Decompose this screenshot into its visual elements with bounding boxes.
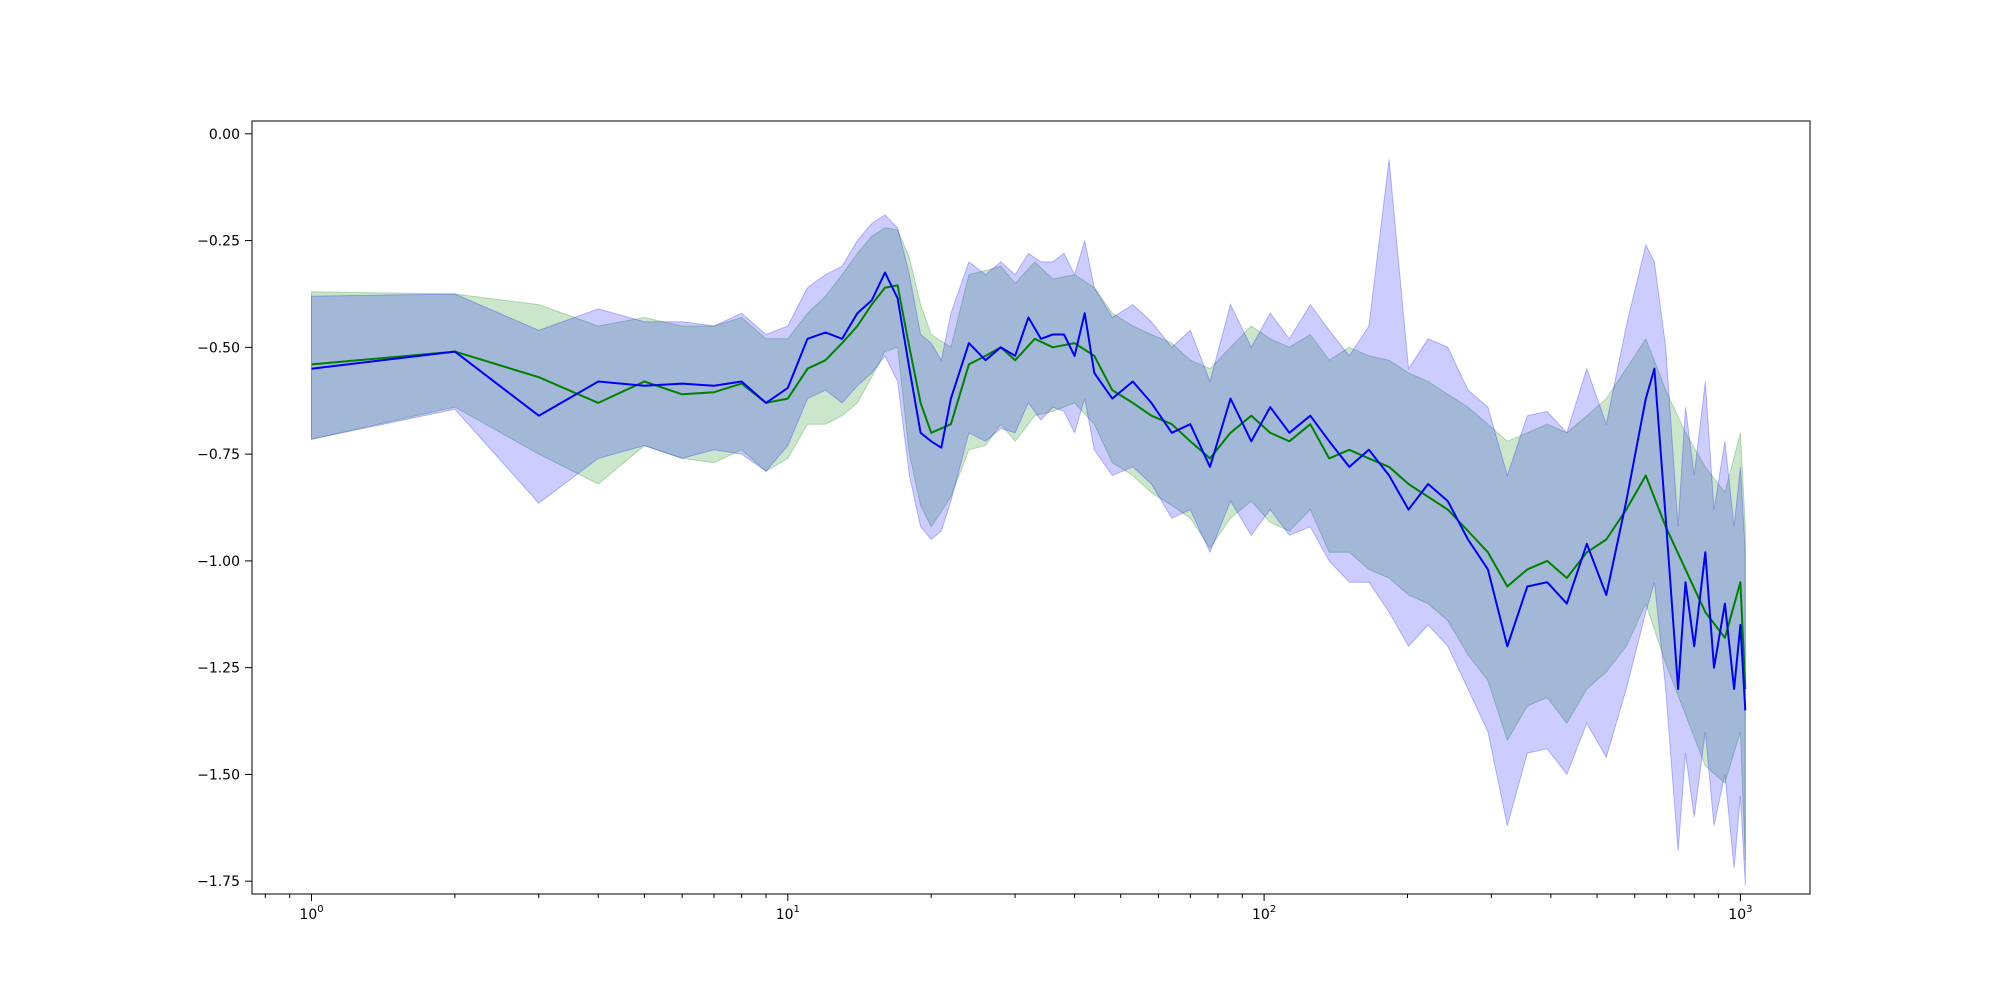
y-tick-label: −1.00 (197, 554, 240, 570)
x-axis: 100 101 102 103 (264, 894, 1753, 923)
confidence-band-2 (311, 159, 1746, 886)
y-tick-label: −1.75 (197, 874, 240, 890)
confidence-bands (311, 159, 1746, 886)
x-tick-label: 101 (776, 904, 800, 923)
series-line-1 (311, 284, 1747, 690)
y-tick-label: −0.75 (197, 447, 240, 463)
y-tick-label: −0.25 (197, 234, 240, 250)
series-line-2 (311, 271, 1747, 711)
confidence-band-1 (311, 227, 1746, 860)
plot-frame (251, 120, 1811, 895)
series-lines (311, 271, 1747, 711)
x-tick-label: 102 (1252, 904, 1276, 923)
y-tick-label: 0.00 (209, 127, 240, 143)
y-tick-label: −0.50 (197, 340, 240, 356)
y-tick-label: −1.25 (197, 661, 240, 677)
y-axis: 0.00 −0.25 −0.50 −0.75 −1.00 −1.25 −1.50 −1.75 (197, 127, 252, 890)
x-tick-label: 100 (299, 904, 323, 923)
x-tick-label: 103 (1728, 904, 1752, 923)
y-tick-label: −1.50 (197, 767, 240, 783)
